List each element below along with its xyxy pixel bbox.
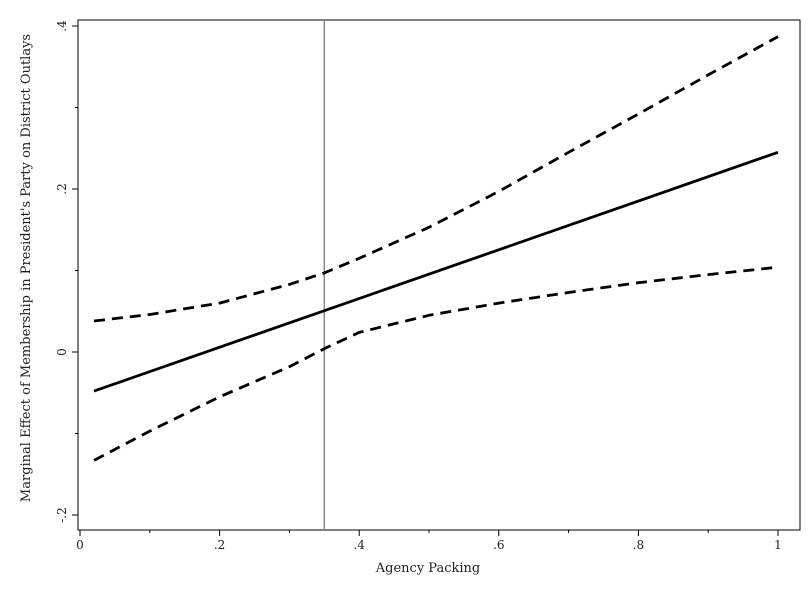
y-tick-label: .4 — [55, 20, 69, 32]
plot-border — [77, 19, 801, 531]
lower-bound-line — [93, 265, 779, 462]
y-axis-label: Marginal Effect of Membership in Preside… — [19, 34, 34, 502]
plot-frame — [77, 19, 801, 531]
upper-bound-line — [93, 35, 779, 323]
x-axis-ticks: 0 .2 .4 .6 .8 1 — [76, 530, 782, 552]
x-tick-label: 1 — [774, 538, 782, 552]
y-tick-label: -.2 — [55, 507, 69, 523]
y-tick-label: 0 — [55, 348, 69, 356]
x-tick-label: .6 — [493, 538, 504, 552]
estimate-line — [93, 150, 779, 393]
x-tick-label: .8 — [633, 538, 644, 552]
x-tick-label: .4 — [353, 538, 365, 552]
series-group — [93, 35, 779, 462]
x-tick-label: 0 — [76, 538, 84, 552]
y-axis-ticks: -.2 0 .2 .4 — [55, 20, 78, 523]
y-tick-label: .2 — [55, 183, 69, 194]
x-axis-label: Agency Packing — [375, 561, 480, 576]
x-tick-label: .2 — [214, 538, 225, 552]
